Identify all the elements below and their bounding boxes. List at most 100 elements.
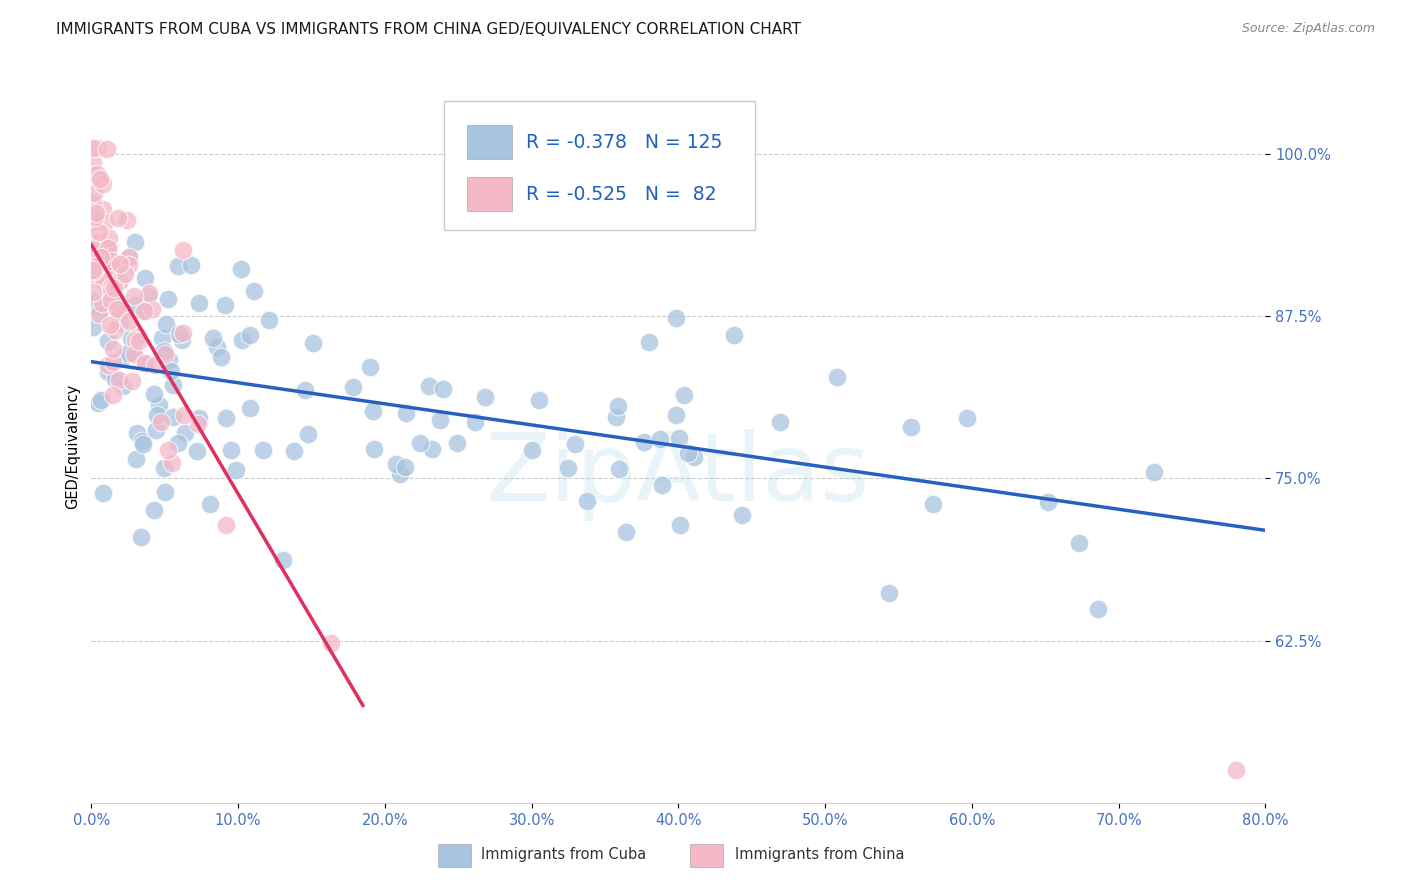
Point <box>97 231 120 245</box>
Point <box>429 413 451 427</box>
Point <box>474 390 496 404</box>
Point <box>138 285 160 300</box>
Point <box>82 140 104 154</box>
Point <box>93 259 115 273</box>
Point <box>363 442 385 457</box>
Point <box>319 636 342 650</box>
Point <box>557 461 579 475</box>
Text: Immigrants from Cuba: Immigrants from Cuba <box>481 847 647 863</box>
FancyBboxPatch shape <box>467 125 512 159</box>
Point <box>606 399 628 413</box>
Point <box>156 443 179 458</box>
Point <box>361 404 384 418</box>
Point <box>105 301 128 316</box>
Point <box>150 331 173 345</box>
Point <box>82 154 104 169</box>
Point <box>148 398 170 412</box>
Point <box>91 202 114 217</box>
Point <box>418 379 440 393</box>
Point <box>94 251 117 265</box>
Point <box>155 484 177 499</box>
Point <box>89 250 111 264</box>
Point <box>668 431 690 445</box>
Point <box>297 426 319 441</box>
Text: Source: ZipAtlas.com: Source: ZipAtlas.com <box>1241 22 1375 36</box>
Point <box>180 258 202 272</box>
Point <box>110 307 132 321</box>
Point <box>83 294 105 309</box>
Point <box>82 285 104 300</box>
Point <box>111 351 134 365</box>
Point <box>114 267 136 281</box>
Point <box>124 235 146 250</box>
Point <box>827 369 849 384</box>
Point <box>131 437 153 451</box>
Point <box>145 424 167 438</box>
Point <box>108 373 131 387</box>
Point <box>683 450 706 464</box>
Point <box>1038 495 1060 509</box>
Point <box>118 250 141 264</box>
Point <box>614 524 637 539</box>
Point <box>82 235 104 250</box>
Point <box>187 417 209 432</box>
Point <box>128 334 150 348</box>
Point <box>82 319 104 334</box>
Point <box>104 372 127 386</box>
Point <box>118 258 141 272</box>
Point <box>271 553 294 567</box>
Point <box>239 401 262 416</box>
Point <box>89 245 111 260</box>
Point <box>117 314 139 328</box>
Point <box>101 388 124 402</box>
Point <box>723 327 745 342</box>
Point <box>101 355 124 369</box>
Point <box>89 234 111 248</box>
Point <box>186 444 208 458</box>
Point <box>172 326 194 340</box>
Point <box>172 333 194 347</box>
Point <box>385 457 408 471</box>
Point <box>82 196 104 211</box>
Point <box>84 259 107 273</box>
Point <box>103 343 125 357</box>
Point <box>100 293 122 307</box>
FancyBboxPatch shape <box>690 844 723 867</box>
Point <box>83 263 105 277</box>
Point <box>115 213 138 227</box>
Text: Immigrants from China: Immigrants from China <box>735 847 904 863</box>
Point <box>98 318 121 333</box>
Point <box>117 346 139 360</box>
Point <box>172 243 194 257</box>
Point <box>97 358 120 372</box>
Point <box>156 292 179 306</box>
Point <box>769 415 792 429</box>
Point <box>464 415 486 429</box>
Point <box>89 171 111 186</box>
Point <box>134 271 156 285</box>
Point <box>394 460 416 475</box>
Point <box>124 333 146 347</box>
Point <box>153 461 176 475</box>
Point <box>651 477 673 491</box>
Point <box>668 518 690 533</box>
Point <box>90 392 112 407</box>
Point <box>900 419 922 434</box>
Point <box>1142 466 1164 480</box>
Point <box>82 242 104 256</box>
Text: R = -0.525   N =  82: R = -0.525 N = 82 <box>526 185 716 203</box>
Point <box>108 305 131 319</box>
Point <box>134 356 156 370</box>
Point <box>135 304 157 318</box>
Point <box>520 443 543 458</box>
Point <box>107 295 129 310</box>
Point <box>108 316 131 330</box>
Text: IMMIGRANTS FROM CUBA VS IMMIGRANTS FROM CHINA GED/EQUIVALENCY CORRELATION CHART: IMMIGRANTS FROM CUBA VS IMMIGRANTS FROM … <box>56 22 801 37</box>
Point <box>91 295 114 310</box>
Point <box>143 359 166 373</box>
Point <box>215 518 238 533</box>
Point <box>302 335 325 350</box>
Point <box>97 240 120 254</box>
Point <box>672 388 695 402</box>
Point <box>107 211 129 226</box>
